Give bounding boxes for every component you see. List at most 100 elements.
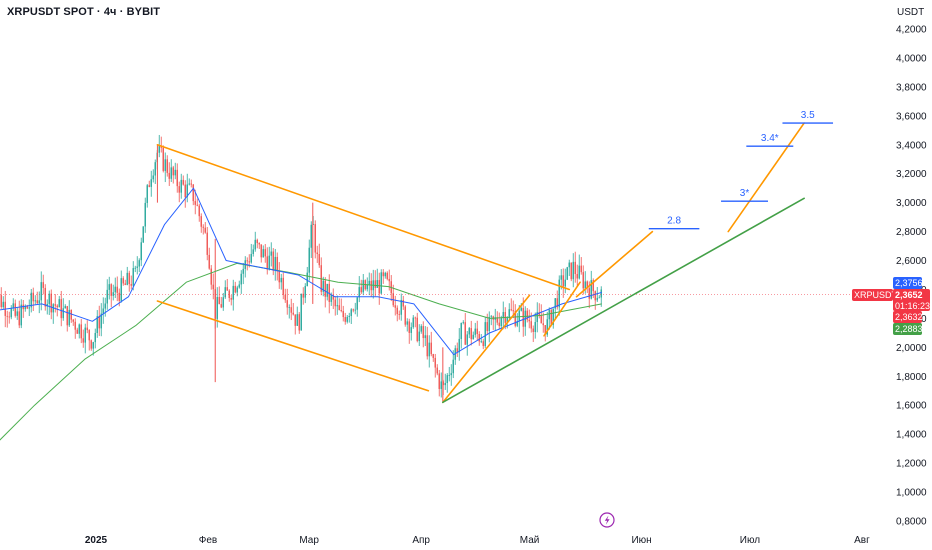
candle-body — [310, 224, 312, 248]
candle-body — [382, 272, 384, 277]
price-tags: 2,3756 XRPUSDT 2,3652 01:16:23 2,3632 2,… — [852, 277, 930, 335]
drawing-fan-4[interactable] — [727, 122, 805, 233]
drawing-fan-3[interactable] — [575, 230, 654, 298]
candle-body — [596, 297, 598, 301]
candle-body — [304, 286, 306, 298]
y-tick-label: 3,4000 — [896, 140, 927, 151]
candle-body — [426, 335, 428, 357]
drawing-trendline[interactable] — [442, 197, 805, 404]
candle-body — [512, 310, 514, 312]
candle-body — [528, 319, 530, 322]
candle-body — [284, 294, 286, 301]
candle-body — [500, 318, 502, 327]
tag-current-bg — [893, 289, 930, 311]
candle-body — [146, 185, 148, 203]
candle-body — [86, 327, 88, 331]
candle-body — [398, 314, 400, 315]
candle-body — [232, 285, 234, 300]
candle-body — [328, 283, 330, 302]
candle-body — [176, 169, 178, 187]
candle-body — [260, 244, 262, 258]
candle-body — [74, 321, 76, 330]
x-axis[interactable]: 2025 Фев Мар Апр Май Июн Июл Авг — [85, 535, 870, 546]
candle-body — [104, 303, 106, 309]
candle-body — [164, 159, 166, 171]
currency-label: USDT — [897, 7, 924, 18]
plot-area[interactable]: 2.8 3* 3.4* 3.5 — [0, 110, 890, 456]
drawing-fan-2[interactable] — [543, 281, 581, 337]
candle-body — [216, 296, 218, 319]
candle-body — [64, 306, 66, 309]
y-tick-label: 3,2000 — [896, 169, 927, 180]
y-tick-label: 4,0000 — [896, 53, 927, 64]
candle-body — [194, 201, 196, 205]
candle-body — [544, 325, 546, 335]
candle-body — [416, 317, 418, 342]
candle-body — [456, 348, 458, 353]
candle-body — [460, 322, 462, 339]
candle-body — [294, 314, 296, 326]
x-tick-label: Мар — [299, 535, 319, 546]
candle-body — [384, 272, 386, 277]
candle-body — [480, 341, 482, 343]
drawing-channel-upper[interactable] — [156, 143, 571, 291]
candle-body — [106, 289, 108, 304]
candle-body — [202, 226, 204, 228]
candle-body — [516, 321, 518, 326]
candle-body — [470, 328, 472, 340]
candle-body — [0, 294, 2, 308]
event-marker[interactable] — [599, 512, 615, 528]
candle-body — [170, 167, 172, 179]
candle-body — [566, 267, 568, 280]
candle-body — [486, 322, 488, 332]
drawing-fan-1[interactable] — [442, 294, 531, 404]
y-tick-label: 1,8000 — [896, 372, 927, 383]
candle-body — [534, 322, 536, 332]
candle-body — [128, 272, 130, 285]
candle-body — [540, 315, 542, 324]
candle-body — [538, 312, 540, 316]
candle-body — [458, 338, 460, 353]
candle-body — [186, 184, 188, 198]
candle-body — [556, 298, 558, 308]
candle-body — [360, 287, 362, 293]
y-tick-label: 1,0000 — [896, 488, 927, 499]
candle-body — [292, 312, 294, 315]
candle-body — [70, 309, 72, 320]
candle-body — [50, 293, 52, 313]
candle-body — [356, 297, 358, 310]
candle-body — [402, 299, 404, 307]
candle-body — [482, 341, 484, 347]
candle-body — [56, 305, 58, 308]
x-tick-label: 2025 — [85, 535, 108, 546]
candle-body — [274, 256, 276, 271]
candle-body — [90, 340, 92, 349]
candle-body — [532, 328, 534, 332]
candle-body — [46, 303, 48, 307]
candle-body — [80, 324, 82, 339]
candle-body — [196, 204, 198, 206]
candle-body — [452, 359, 454, 374]
candle-body — [314, 224, 316, 253]
candle-body — [502, 312, 504, 319]
candle-body — [68, 309, 70, 326]
candle-body — [302, 293, 304, 298]
y-tick-label: 2,8000 — [896, 227, 927, 238]
y-tick-label: 0,8000 — [896, 517, 927, 528]
candle-body — [588, 288, 590, 299]
candle-body — [564, 279, 566, 287]
candle-body — [420, 326, 422, 332]
candle-body — [560, 275, 562, 280]
candle-body — [250, 253, 252, 263]
candle-body — [414, 317, 416, 319]
candle-body — [394, 305, 396, 308]
candle-body — [272, 251, 274, 271]
candle-body — [484, 322, 486, 347]
drawing-channel-lower[interactable] — [156, 300, 430, 392]
y-axis[interactable]: USDT 4,2000 4,0000 3,8000 3,6000 3,4000 3,200… — [896, 7, 927, 528]
candle-body — [96, 316, 98, 333]
candle-body — [248, 261, 250, 263]
candle-body — [148, 185, 150, 187]
x-tick-label: Авг — [854, 535, 870, 546]
